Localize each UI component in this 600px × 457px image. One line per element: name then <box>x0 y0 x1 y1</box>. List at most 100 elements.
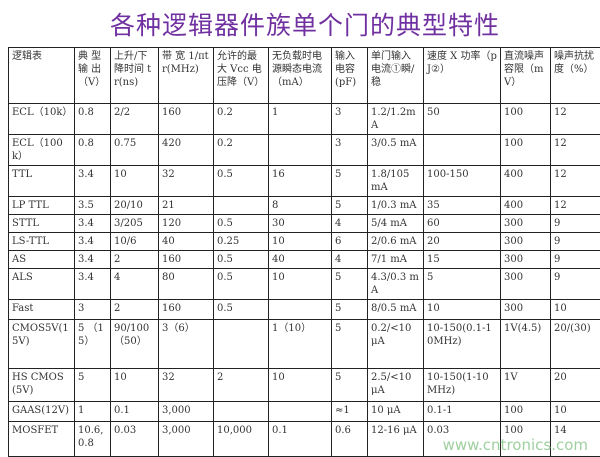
table-cell: 100 <box>501 402 551 422</box>
table-cell: 2/2 <box>111 104 159 135</box>
table-cell: GAAS(12V) <box>9 402 75 422</box>
table-cell: 35 <box>424 197 501 215</box>
table-cell: 0.25 <box>214 233 269 251</box>
table-cell: 0.5 <box>214 215 269 233</box>
table-cell <box>269 402 332 422</box>
table-cell: 0.5 <box>214 166 269 197</box>
table-cell: 3 <box>332 104 368 135</box>
table-cell: 10-150(0.1-10MHz) <box>424 320 501 369</box>
table-cell: 3.5 <box>75 197 111 215</box>
table-cell: 50 <box>424 104 501 135</box>
table-cell: 3（6） <box>159 320 214 369</box>
table-cell: 0.5 <box>214 300 269 320</box>
table-cell: TTL <box>9 166 75 197</box>
table-cell: 3/205 <box>111 215 159 233</box>
table-cell: 0.6 <box>332 422 368 457</box>
table-cell <box>214 320 269 369</box>
table-cell: 90/100（50） <box>111 320 159 369</box>
watermark: www.cntronics.com <box>443 437 588 454</box>
table-cell: CMOS5V(15V) <box>9 320 75 369</box>
table-cell: 0.1 <box>111 402 159 422</box>
table-cell: 32 <box>159 166 214 197</box>
table-cell: 5/4 mA <box>368 215 424 233</box>
column-header: 无负载时电源瞬态电流（mA） <box>269 48 332 104</box>
table-cell: STTL <box>9 215 75 233</box>
table-cell: ALS <box>9 269 75 300</box>
table-cell: 0.5 <box>214 269 269 300</box>
table-cell <box>269 135 332 166</box>
table-cell: 4 <box>332 251 368 269</box>
table-cell: 5 （15） <box>75 320 111 369</box>
table-cell: 5 <box>332 197 368 215</box>
table-cell: 10.6, 0.8 <box>75 422 111 457</box>
table-cell: 3/0.5 mA <box>368 135 424 166</box>
table-cell: 10,000 <box>214 422 269 457</box>
table-cell: 30 <box>269 215 332 233</box>
table-cell <box>214 402 269 422</box>
table-cell: 10 <box>551 402 600 422</box>
table-cell: 5 <box>424 269 501 300</box>
table-cell: 10 <box>111 369 159 402</box>
table-cell: 4 <box>332 215 368 233</box>
column-header: 输入电容(pF) <box>332 48 368 104</box>
table-cell: ECL（10k） <box>9 104 75 135</box>
table-cell: 3.4 <box>75 166 111 197</box>
table-cell: 120 <box>159 215 214 233</box>
table-cell: 1（10） <box>269 320 332 369</box>
table-cell: 4.3/0.3 mA <box>368 269 424 300</box>
column-header: 典 型 输 出（V） <box>75 48 111 104</box>
table-cell: 100 <box>501 135 551 166</box>
table-cell: 3 <box>332 135 368 166</box>
table-cell: 1.2/1.2mA <box>368 104 424 135</box>
table-cell: 0.03 <box>111 422 159 457</box>
table-cell: 15 <box>424 251 501 269</box>
table-cell: 20 <box>424 233 501 251</box>
table-cell: MOSFET <box>9 422 75 457</box>
table-cell: 12 <box>551 166 600 197</box>
table-cell: 2 <box>111 251 159 269</box>
table-cell: 20/(30) <box>551 320 600 369</box>
column-header: 噪声抗扰 度（%） <box>551 48 600 104</box>
table-cell: 5 <box>332 320 368 369</box>
table-cell: 300 <box>501 233 551 251</box>
table-cell: 0.2 <box>214 104 269 135</box>
table-cell: ≈1 <box>332 402 368 422</box>
table-cell: 0.75 <box>111 135 159 166</box>
table-cell: 0.1-1 <box>424 402 501 422</box>
table-cell: 1/0.3 mA <box>368 197 424 215</box>
table-cell: 9 <box>551 215 600 233</box>
table-cell: 3,000 <box>159 402 214 422</box>
column-header: 速度 X 功率（pJ②） <box>424 48 501 104</box>
column-header: 直流噪声容限（mV） <box>501 48 551 104</box>
column-header: 允许的最大 Vcc 电压降（V） <box>214 48 269 104</box>
table-cell: 160 <box>159 251 214 269</box>
table-cell: 5 <box>332 300 368 320</box>
table-cell: 2 <box>214 369 269 402</box>
table-cell: Fast <box>9 300 75 320</box>
table-cell: 9 <box>551 251 600 269</box>
table-cell: 1 <box>269 104 332 135</box>
table-cell: AS <box>9 251 75 269</box>
table-cell: 16 <box>269 166 332 197</box>
logic-family-table: 逻辑表典 型 输 出（V）上升/下降时间 tr(ns)带 宽 1/πtr(MHz… <box>8 47 600 457</box>
table-cell: 5 <box>332 369 368 402</box>
table-cell: 2 <box>111 300 159 320</box>
table-cell: 3.4 <box>75 251 111 269</box>
table-cell: 10-150(1-10MHz) <box>424 369 501 402</box>
table-cell: 20 <box>551 369 600 402</box>
table-cell: 1V(4.5) <box>501 320 551 369</box>
table-cell: 3.4 <box>75 233 111 251</box>
table-cell: 1V <box>501 369 551 402</box>
table-cell: 21 <box>159 197 214 215</box>
table-cell: 10 <box>111 166 159 197</box>
table-cell: 10 <box>269 369 332 402</box>
table-cell: 160 <box>159 300 214 320</box>
table-cell: 2/0.6 mA <box>368 233 424 251</box>
table-cell: 12 <box>551 135 600 166</box>
